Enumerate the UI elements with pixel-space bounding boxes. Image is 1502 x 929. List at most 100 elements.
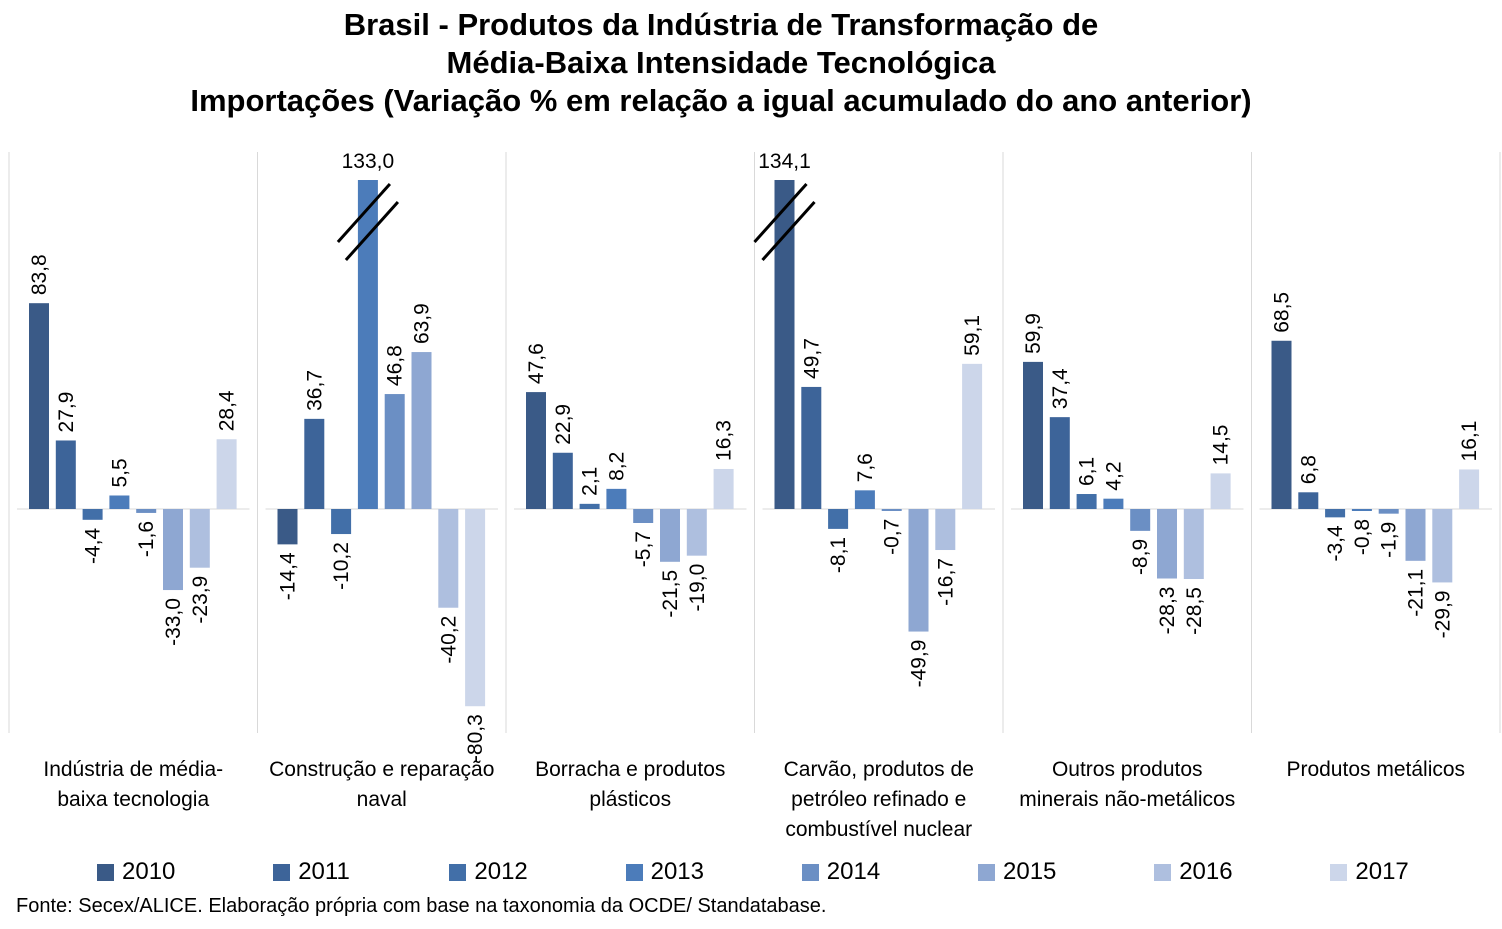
bar-2013-cat-2 [606,488,627,509]
axis-break-mark [344,200,400,262]
bar-2013-cat-3 [854,490,875,509]
data-label: 49,7 [800,338,823,379]
bar-2010-cat-3 [774,180,795,509]
data-label: 37,4 [1049,368,1072,409]
chart-title-line-1: Brasil - Produtos da Indústria de Transf… [343,7,1099,42]
category-label: Borracha e produtos [535,758,725,781]
bar-2011-cat-3 [801,386,822,509]
data-label: -0,7 [881,519,904,555]
category-label: combustível nuclear [785,818,972,841]
data-label: -23,9 [189,576,212,624]
data-label: 83,8 [28,254,51,295]
legend-item-2013: 2013 [625,855,704,889]
category-label: Indústria de média- [43,758,223,781]
data-label: 59,9 [1022,313,1045,354]
bar-2015-cat-5 [1405,509,1426,561]
axis-break-mark [761,200,816,262]
legend-swatch [97,863,114,881]
chart-title-line-3: Importações (Variação % em relação a igu… [190,83,1252,118]
bar-2010-cat-5 [1271,340,1292,509]
bar-2016-cat-4 [1183,509,1204,579]
data-label: -40,2 [437,616,460,664]
data-label: -8,9 [1129,539,1152,575]
bar-2010-cat-2 [526,392,546,509]
bar-2011-cat-5 [1298,492,1319,509]
axis-break-mark [753,182,808,244]
bar-2015-cat-2 [660,509,680,562]
bar-2017-cat-3 [962,363,983,509]
legend-swatch [801,863,819,881]
bar-2016-cat-2 [686,509,707,556]
legend-swatch [1330,863,1348,881]
data-label: 47,6 [525,343,548,384]
bar-2017-cat-2 [713,468,734,509]
bar-2011-cat-4 [1049,417,1070,509]
bar-2013-cat-0 [109,495,130,509]
legend-label: 2014 [826,858,881,885]
bar-2015-cat-0 [163,509,183,591]
data-label: -1,9 [1378,522,1401,558]
bar-2016-cat-0 [189,509,210,568]
data-label: -21,1 [1405,569,1428,617]
bar-2014-cat-1 [384,394,405,509]
category-label: minerais não-metálicos [1019,788,1235,811]
bar-2012-cat-0 [82,509,103,520]
bar-2014-cat-5 [1378,509,1399,514]
data-label: -49,9 [908,640,931,688]
bar-2017-cat-0 [216,439,237,509]
bar-2012-cat-3 [828,509,849,529]
data-label: -19,0 [686,564,709,612]
bar-2017-cat-4 [1210,473,1231,509]
bar-2011-cat-1 [304,418,325,509]
legend-label: 2016 [1179,858,1233,885]
bar-2013-cat-1 [357,180,378,509]
data-label: -29,9 [1431,590,1454,638]
data-label: 6,1 [1076,457,1099,486]
legend-item-2014: 2014 [801,855,881,889]
bar-2012-cat-1 [331,509,352,535]
bar-2012-cat-2 [579,503,600,509]
bar-2016-cat-3 [935,509,956,551]
bar-2010-cat-0 [29,303,49,509]
chart-title: Brasil - Produtos da Indústria de Transf… [0,6,1442,120]
bar-2013-cat-4 [1103,498,1124,509]
bar-2013-cat-5 [1351,509,1372,511]
data-label: 27,9 [55,392,78,433]
category-label: petróleo refinado e [791,788,966,811]
bar-2015-cat-1 [411,352,432,509]
data-label: 63,9 [411,303,434,344]
bar-2017-cat-1 [465,509,486,707]
legend-item-2015: 2015 [978,855,1056,889]
bar-2011-cat-2 [552,452,573,509]
data-label: 133,0 [342,150,395,173]
category-label: Outros produtos [1052,758,1203,781]
bar-2015-cat-4 [1157,509,1177,579]
legend-swatch [449,863,467,881]
legend-swatch [978,863,995,881]
data-label: 22,9 [552,404,575,445]
source-note: Fonte: Secex/ALICE. Elaboração própria c… [16,895,827,917]
data-label: -21,5 [659,570,682,618]
data-label: -28,3 [1156,587,1179,635]
bar-2014-cat-2 [633,509,654,523]
data-label: -3,4 [1324,525,1347,562]
legend-item-2016: 2016 [1154,855,1233,889]
data-label: -4,4 [82,527,105,564]
category-label: baixa tecnologia [57,788,209,811]
bar-2014-cat-3 [881,509,902,511]
data-label: -14,4 [277,552,300,600]
data-label: 7,6 [854,453,877,482]
legend-item-2011: 2011 [273,855,350,889]
data-label: -10,2 [330,542,353,590]
data-label: -80,3 [464,714,487,762]
category-label: Produtos metálicos [1286,758,1465,781]
bar-2010-cat-4 [1023,361,1043,509]
chart-title-line-2: Média-Baixa Intensidade Tecnológica [446,45,996,80]
data-label: 59,1 [961,315,984,356]
bar-2014-cat-4 [1130,509,1151,531]
legend-item-2017: 2017 [1330,855,1409,889]
data-label: 6,8 [1297,455,1320,484]
legend-label: 2017 [1355,858,1409,885]
legend-swatch [625,863,643,881]
bar-2015-cat-3 [908,509,929,632]
